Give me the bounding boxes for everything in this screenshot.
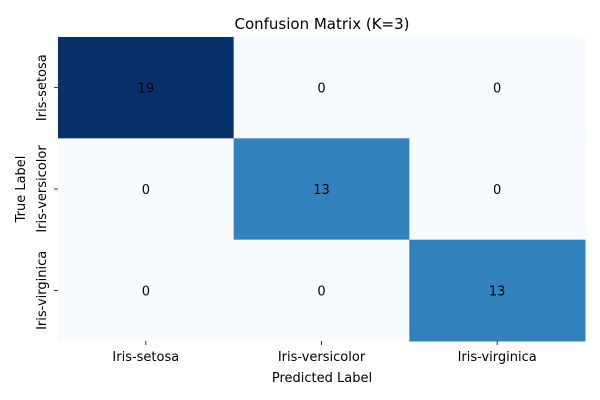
cell-value-r2-c0: 0 [142,284,150,299]
x-axis-label: Predicted Label [272,371,372,386]
heatmap-cell-r1-c0 [58,138,235,241]
heatmap-cell-r2-c0 [58,239,235,342]
chart-title: Confusion Matrix (K=3) [234,15,409,33]
x-tick-label: Iris-versicolor [278,350,366,365]
y-tick-label: Iris-setosa [35,54,50,121]
cell-value-r1-c2: 0 [493,183,501,198]
x-axis-ticks: Iris-setosa Iris-versicolor Iris-virginica [112,341,537,365]
cell-value-r2-c2: 13 [489,284,506,299]
heatmap-cell-r0-c1 [233,37,410,139]
y-tick-label: Iris-virginica [35,251,50,330]
heatmap-cell-r1-c1 [233,138,410,241]
cell-value-r0-c0: 19 [138,82,155,97]
heatmap-cell-r1-c2 [409,138,586,241]
heatmap-cell-r2-c1 [233,239,410,342]
cell-value-r1-c0: 0 [142,183,150,198]
x-tick-label: Iris-setosa [112,350,179,365]
cell-value-r1-c1: 13 [313,183,330,198]
x-tick-label: Iris-virginica [458,350,537,365]
heatmap-cell-r0-c0 [58,37,235,139]
y-axis-ticks: Iris-setosa Iris-versicolor Iris-virginica [35,54,58,330]
heatmap-cell-r2-c2 [409,239,586,342]
heatmap-cell-r0-c2 [409,37,586,139]
heatmap-cells: 19 0 0 0 13 0 0 0 13 [58,37,586,342]
cell-value-r2-c1: 0 [317,284,325,299]
cell-value-r0-c1: 0 [317,82,325,97]
y-tick-label: Iris-versicolor [35,145,50,233]
cell-value-r0-c2: 0 [493,82,501,97]
y-axis-label: True Label [14,156,29,224]
